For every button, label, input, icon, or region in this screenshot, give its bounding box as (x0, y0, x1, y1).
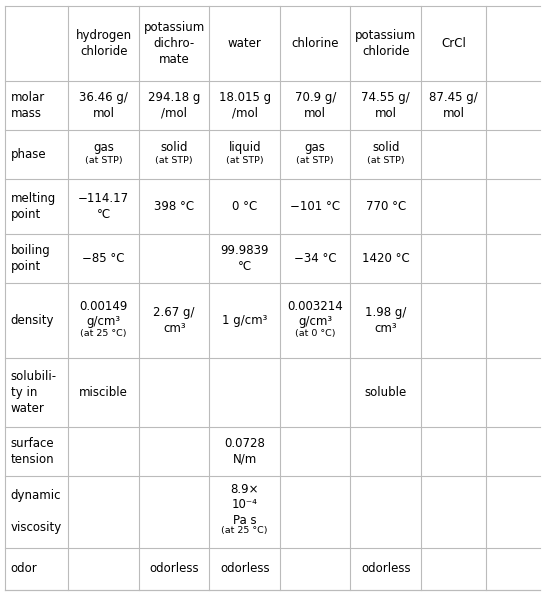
Text: (at 25 °C): (at 25 °C) (81, 329, 127, 338)
Text: 8.9×
10⁻⁴
Pa s: 8.9× 10⁻⁴ Pa s (231, 483, 259, 527)
Text: 1.98 g/
cm³: 1.98 g/ cm³ (365, 306, 407, 336)
Text: dynamic

viscosity: dynamic viscosity (11, 489, 62, 534)
Text: 1420 °C: 1420 °C (362, 252, 410, 265)
Text: phase: phase (11, 148, 46, 161)
Text: 87.45 g/
mol: 87.45 g/ mol (429, 91, 478, 120)
Text: 0.00149
g/cm³: 0.00149 g/cm³ (80, 300, 128, 328)
Text: −85 °C: −85 °C (82, 252, 125, 265)
Text: 0.0728
N/m: 0.0728 N/m (225, 437, 265, 466)
Text: (at STP): (at STP) (85, 156, 123, 165)
Text: 0.003214
g/cm³: 0.003214 g/cm³ (287, 300, 343, 328)
Text: 18.015 g
/mol: 18.015 g /mol (219, 91, 271, 120)
Text: CrCl: CrCl (441, 37, 466, 50)
Text: solid: solid (372, 141, 399, 154)
Text: density: density (11, 314, 54, 327)
Text: gas: gas (93, 141, 114, 154)
Text: (at STP): (at STP) (367, 156, 404, 165)
Text: miscible: miscible (79, 386, 128, 399)
Text: 0 °C: 0 °C (232, 200, 257, 213)
Text: molar
mass: molar mass (11, 91, 45, 120)
Text: 294.18 g
/mol: 294.18 g /mol (148, 91, 201, 120)
Text: hydrogen
chloride: hydrogen chloride (76, 29, 132, 58)
Text: potassium
dichro-
mate: potassium dichro- mate (143, 21, 205, 66)
Text: 74.55 g/
mol: 74.55 g/ mol (361, 91, 410, 120)
Text: odorless: odorless (220, 563, 270, 575)
Text: (at 25 °C): (at 25 °C) (221, 526, 268, 535)
Text: surface
tension: surface tension (11, 437, 54, 466)
Text: water: water (228, 37, 262, 50)
Text: 1 g/cm³: 1 g/cm³ (222, 314, 268, 327)
Text: −114.17
°C: −114.17 °C (78, 192, 129, 221)
Text: (at STP): (at STP) (155, 156, 193, 165)
Text: −101 °C: −101 °C (290, 200, 340, 213)
Text: (at STP): (at STP) (226, 156, 264, 165)
Text: gas: gas (305, 141, 326, 154)
Text: melting
point: melting point (11, 192, 56, 221)
Text: liquid: liquid (228, 141, 261, 154)
Text: (at STP): (at STP) (296, 156, 334, 165)
Text: 99.9839
°C: 99.9839 °C (221, 244, 269, 274)
Text: 70.9 g/
mol: 70.9 g/ mol (294, 91, 336, 120)
Text: solid: solid (160, 141, 188, 154)
Text: odorless: odorless (361, 563, 410, 575)
Text: (at 0 °C): (at 0 °C) (295, 329, 336, 338)
Text: odor: odor (11, 563, 38, 575)
Text: solubili-
ty in
water: solubili- ty in water (11, 370, 57, 415)
Text: −34 °C: −34 °C (294, 252, 337, 265)
Text: potassium
chloride: potassium chloride (355, 29, 416, 58)
Text: odorless: odorless (149, 563, 199, 575)
Text: chlorine: chlorine (292, 37, 339, 50)
Text: 398 °C: 398 °C (154, 200, 194, 213)
Text: 36.46 g/
mol: 36.46 g/ mol (79, 91, 128, 120)
Text: boiling
point: boiling point (11, 244, 51, 274)
Text: 770 °C: 770 °C (366, 200, 406, 213)
Text: 2.67 g/
cm³: 2.67 g/ cm³ (154, 306, 195, 336)
Text: soluble: soluble (365, 386, 407, 399)
